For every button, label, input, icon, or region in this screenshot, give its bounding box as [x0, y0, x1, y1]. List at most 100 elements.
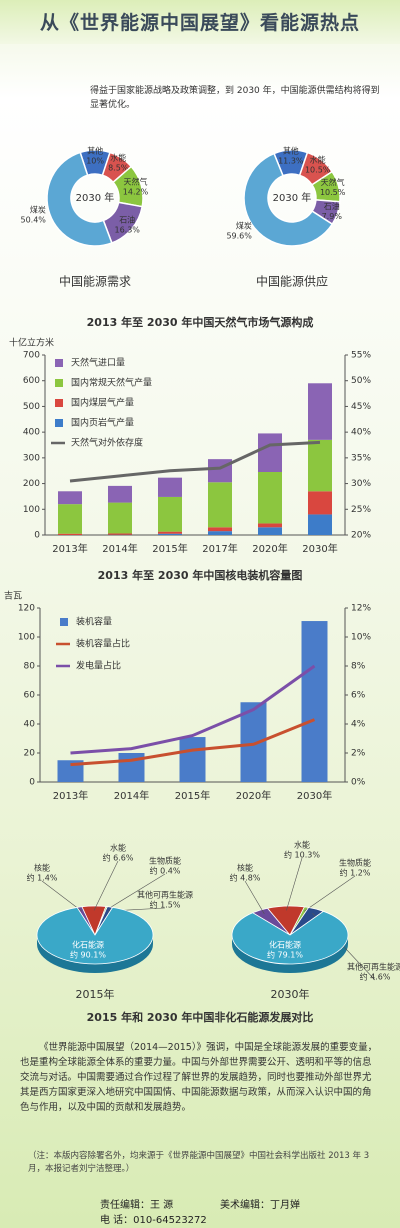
legend-symbol: [55, 399, 63, 407]
segment-label: 水能: [310, 154, 326, 164]
segment-value: 59.6%: [226, 232, 252, 241]
x-tick-label: 2015年: [152, 542, 187, 555]
y-tick-label: 100: [18, 633, 35, 643]
x-tick-label: 2014年: [102, 542, 137, 555]
leader-line: [286, 857, 303, 911]
segment-label: 石油: [324, 201, 340, 211]
bar-segment: [58, 504, 82, 534]
donut-center-label: 2030 年: [273, 191, 312, 204]
bar-segment: [108, 502, 132, 534]
y-tick-label: 0: [29, 778, 35, 788]
segment-value: 11.3%: [278, 157, 304, 166]
slice-value: 约 0.4%: [150, 866, 181, 876]
chart-title: 2013 年至 2030 年中国核电装机容量图: [98, 568, 303, 582]
y2-tick-label: 12%: [351, 604, 371, 614]
legend-label: 发电量占比: [76, 660, 121, 672]
pie-slice: [36, 906, 154, 965]
slice-label: 生物质能: [149, 856, 181, 866]
slice-label: 其他可再生能源: [137, 890, 193, 900]
y-tick-label: 60: [24, 691, 36, 701]
segment-label: 煤炭: [30, 205, 46, 215]
y-tick-label: 0: [34, 531, 40, 541]
y2-tick-label: 45%: [351, 402, 371, 412]
x-tick-label: 2014年: [114, 789, 149, 802]
y2-tick-label: 35%: [351, 453, 371, 463]
y2-tick-label: 25%: [351, 505, 371, 515]
segment-label: 天然气: [321, 177, 345, 187]
bar-segment: [58, 491, 82, 505]
segment-value: 8.5%: [108, 164, 129, 173]
x-tick-label: 2020年: [236, 789, 271, 802]
footer-phone: 电 话：010-64523272: [100, 1215, 207, 1226]
slice-value: 约 1.5%: [150, 900, 181, 910]
donut-center-label: 2030 年: [76, 191, 115, 204]
leader-line: [104, 873, 166, 912]
slice-value: 约 4.8%: [230, 873, 261, 883]
bar-segment: [258, 472, 282, 524]
bar-segment: [208, 527, 232, 532]
leader-line: [93, 860, 119, 911]
slice-label: 水能: [294, 840, 310, 850]
y-tick-label: 120: [18, 604, 35, 614]
segment-value: 16.3%: [114, 225, 140, 234]
bar-segment: [57, 760, 84, 782]
x-tick-label: 2013年: [53, 789, 88, 802]
y2-tick-label: 50%: [351, 376, 371, 386]
y2-tick-label: 30%: [351, 479, 371, 489]
bar-segment: [58, 533, 82, 535]
intro-text: 得益于国家能源战略及政策调整，到 2030 年，中国能源供需结构将得到显著优化。: [90, 86, 380, 110]
y2-tick-label: 10%: [351, 633, 371, 643]
footer-editor: 责任编辑：王 源: [100, 1200, 174, 1211]
segment-label: 煤炭: [236, 221, 252, 231]
slice-label: 水能: [110, 843, 126, 853]
chart-title: 2013 年至 2030 年中国天然气市场气源构成: [87, 315, 314, 329]
bar-segment: [158, 477, 182, 497]
legend-symbol: [60, 618, 68, 626]
page-title: 从《世界能源中国展望》看能源热点: [39, 12, 360, 34]
series-line: [69, 440, 321, 483]
legend-symbol: [55, 419, 63, 427]
pie-section-title: 2015 年和 2030 年中国非化石能源发展对比: [87, 1010, 314, 1024]
legend-label: 天然气对外依存度: [71, 437, 143, 449]
y2-tick-label: 2%: [351, 749, 366, 759]
segment-value: 14.2%: [123, 187, 149, 196]
y-axis-label: 十亿立方米: [9, 337, 54, 349]
y-tick-label: 80: [24, 662, 36, 672]
legend-label: 国内煤层气产量: [71, 397, 134, 409]
slice-label: 化石能源: [72, 940, 104, 950]
y2-tick-label: 55%: [351, 351, 371, 361]
y2-tick-label: 0%: [351, 778, 366, 788]
segment-label: 其他: [87, 146, 103, 156]
body-text: 《世界能源中国展望（2014—2015）》强调，中国是全球能源发展的重要变量，也…: [20, 1042, 378, 1113]
bar-segment: [158, 496, 182, 532]
y2-tick-label: 6%: [351, 691, 366, 701]
bar-segment: [108, 533, 132, 535]
bar-segment: [158, 531, 182, 534]
note-text: （注：本版内容除署名外，均来源于《世界能源中国展望》中国社会科学出版社 2013…: [28, 1151, 370, 1174]
y-tick-label: 40: [24, 720, 36, 730]
leader-line: [41, 880, 83, 912]
slice-value: 约 1.4%: [27, 873, 58, 883]
x-tick-label: 2015年: [175, 789, 210, 802]
donut-segment: [243, 152, 334, 247]
y-tick-label: 200: [23, 479, 40, 489]
bar-segment: [308, 491, 332, 515]
leader-line: [303, 875, 356, 912]
slice-value: 约 10.3%: [284, 850, 320, 860]
segment-label: 天然气: [124, 176, 148, 186]
x-tick-label: 2030年: [302, 542, 337, 555]
y2-tick-label: 40%: [351, 428, 371, 438]
y-tick-label: 100: [23, 505, 40, 515]
slice-label: 其他可再生能源: [347, 962, 400, 972]
bar-segment: [308, 383, 332, 440]
x-tick-label: 2013年: [52, 542, 87, 555]
series-line: [70, 718, 316, 767]
slice-value: 约 6.6%: [103, 853, 134, 863]
legend-symbol: [55, 379, 63, 387]
segment-label: 其他: [283, 146, 299, 156]
header-band: [0, 0, 400, 44]
bar-segment: [208, 482, 232, 528]
leader-line: [244, 880, 265, 915]
legend-label: 装机容量占比: [76, 638, 130, 650]
